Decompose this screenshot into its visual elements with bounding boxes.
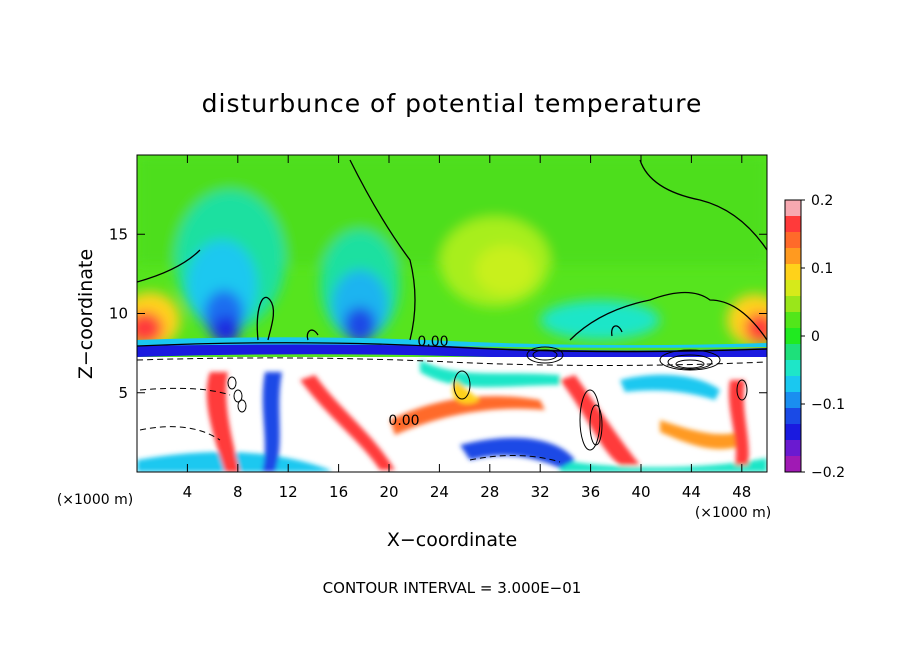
x-tick-label: 4 bbox=[183, 483, 193, 501]
colorbar-tick-label: 0 bbox=[811, 329, 820, 345]
x-axis-title: X−coordinate bbox=[387, 529, 517, 551]
colorbar-swatch bbox=[785, 232, 801, 249]
x-unit-right: (×1000 m) bbox=[695, 505, 771, 521]
colorbar-tick-label: 0.2 bbox=[811, 193, 833, 209]
x-unit-left: (×1000 m) bbox=[57, 492, 133, 508]
colorbar-swatch bbox=[785, 440, 801, 457]
x-tick-label: 48 bbox=[732, 483, 751, 501]
colorbar-swatch bbox=[785, 408, 801, 425]
y-tick-label: 5 bbox=[118, 384, 128, 402]
colorbar-swatch bbox=[785, 328, 801, 345]
x-tick-label: 28 bbox=[480, 483, 499, 501]
colorbar-swatch bbox=[785, 296, 801, 313]
colorbar-swatch bbox=[785, 312, 801, 329]
x-tick-label: 24 bbox=[430, 483, 449, 501]
colorbar-tick-label: −0.2 bbox=[811, 465, 845, 481]
colorbar-swatch bbox=[785, 344, 801, 361]
contour-label: 0.00 bbox=[417, 334, 448, 350]
x-axis: 4 8 12 16 20 24 28 32 36 40 44 48 bbox=[183, 155, 751, 501]
colorbar-tick-label: 0.1 bbox=[811, 261, 833, 277]
x-tick-label: 8 bbox=[233, 483, 243, 501]
x-tick-label: 44 bbox=[682, 483, 701, 501]
colorbar-swatch bbox=[785, 376, 801, 393]
colorbar-swatch bbox=[785, 216, 801, 233]
x-tick-label: 16 bbox=[329, 483, 348, 501]
colorbar-tick-label: −0.1 bbox=[811, 397, 845, 413]
y-axis-title: Z−coordinate bbox=[75, 249, 97, 379]
colorbar: 0.2 0.1 0 −0.1 −0.2 bbox=[784, 193, 845, 481]
heatmap-field bbox=[137, 155, 767, 472]
y-tick-label: 10 bbox=[109, 305, 128, 323]
y-tick-label: 15 bbox=[109, 225, 128, 243]
colorbar-swatch bbox=[785, 360, 801, 377]
x-tick-label: 36 bbox=[581, 483, 600, 501]
colorbar-swatch bbox=[785, 264, 801, 281]
colorbar-swatch bbox=[785, 392, 801, 409]
x-tick-label: 40 bbox=[631, 483, 650, 501]
colorbar-swatch bbox=[785, 424, 801, 441]
contour-interval-note: CONTOUR INTERVAL = 3.000E−01 bbox=[323, 579, 582, 597]
colorbar-swatch bbox=[785, 248, 801, 265]
colorbar-swatch bbox=[785, 280, 801, 297]
colorbar-swatch bbox=[785, 456, 801, 473]
x-tick-label: 32 bbox=[531, 483, 550, 501]
contour-label: 0.00 bbox=[388, 413, 419, 429]
chart-title: disturbunce of potential temperature bbox=[202, 89, 703, 118]
colorbar-swatch bbox=[785, 200, 801, 217]
x-tick-label: 20 bbox=[379, 483, 398, 501]
x-tick-label: 12 bbox=[279, 483, 298, 501]
y-axis: 5 10 15 bbox=[109, 225, 767, 402]
